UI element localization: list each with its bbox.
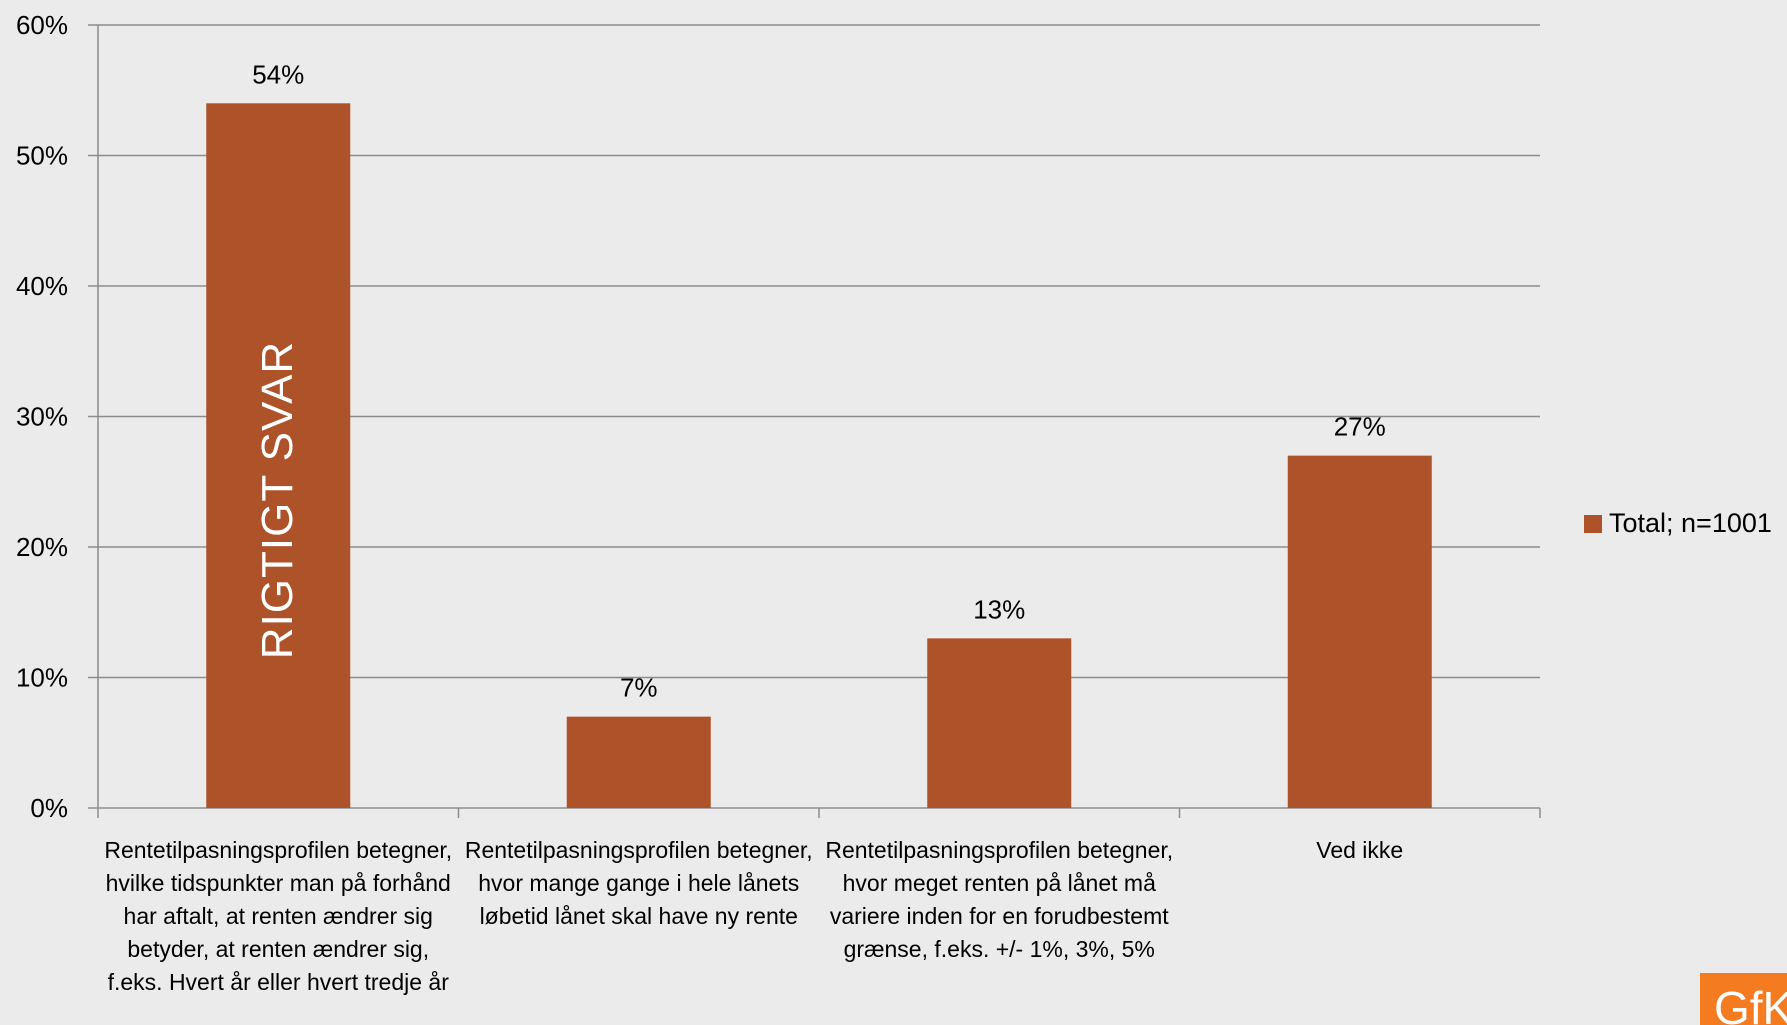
y-tick-label: 60% [16,10,68,40]
y-tick-label: 10% [16,663,68,693]
legend: Total; n=1001 [1584,508,1772,539]
bar [566,716,711,808]
bar [206,103,351,809]
logo-text: GfK [1714,982,1787,1025]
category-label: Rentetilpasningsprofilen betegner, hvor … [464,837,813,929]
category-label: Ved ikke [1316,837,1404,863]
y-tick-label: 50% [16,141,68,171]
y-tick-label: 0% [30,793,68,823]
correct-answer-annotation: RIGTIGT SVAR [253,340,303,660]
y-tick-label: 30% [16,402,68,432]
y-tick-label: 20% [16,532,68,562]
y-tick-label: 40% [16,271,68,301]
value-label: 54% [252,59,304,89]
value-label: 13% [973,594,1025,624]
bar [927,638,1072,808]
gfk-logo: GfK [1700,973,1787,1025]
category-label: Rentetilpasningsprofilen betegner, hvilk… [104,837,453,995]
bar [1287,455,1432,808]
category-label: Rentetilpasningsprofilen betegner, hvor … [825,837,1174,962]
value-label: 7% [620,673,658,703]
value-label: 27% [1334,412,1386,442]
legend-swatch [1584,514,1602,533]
legend-label: Total; n=1001 [1609,508,1772,538]
